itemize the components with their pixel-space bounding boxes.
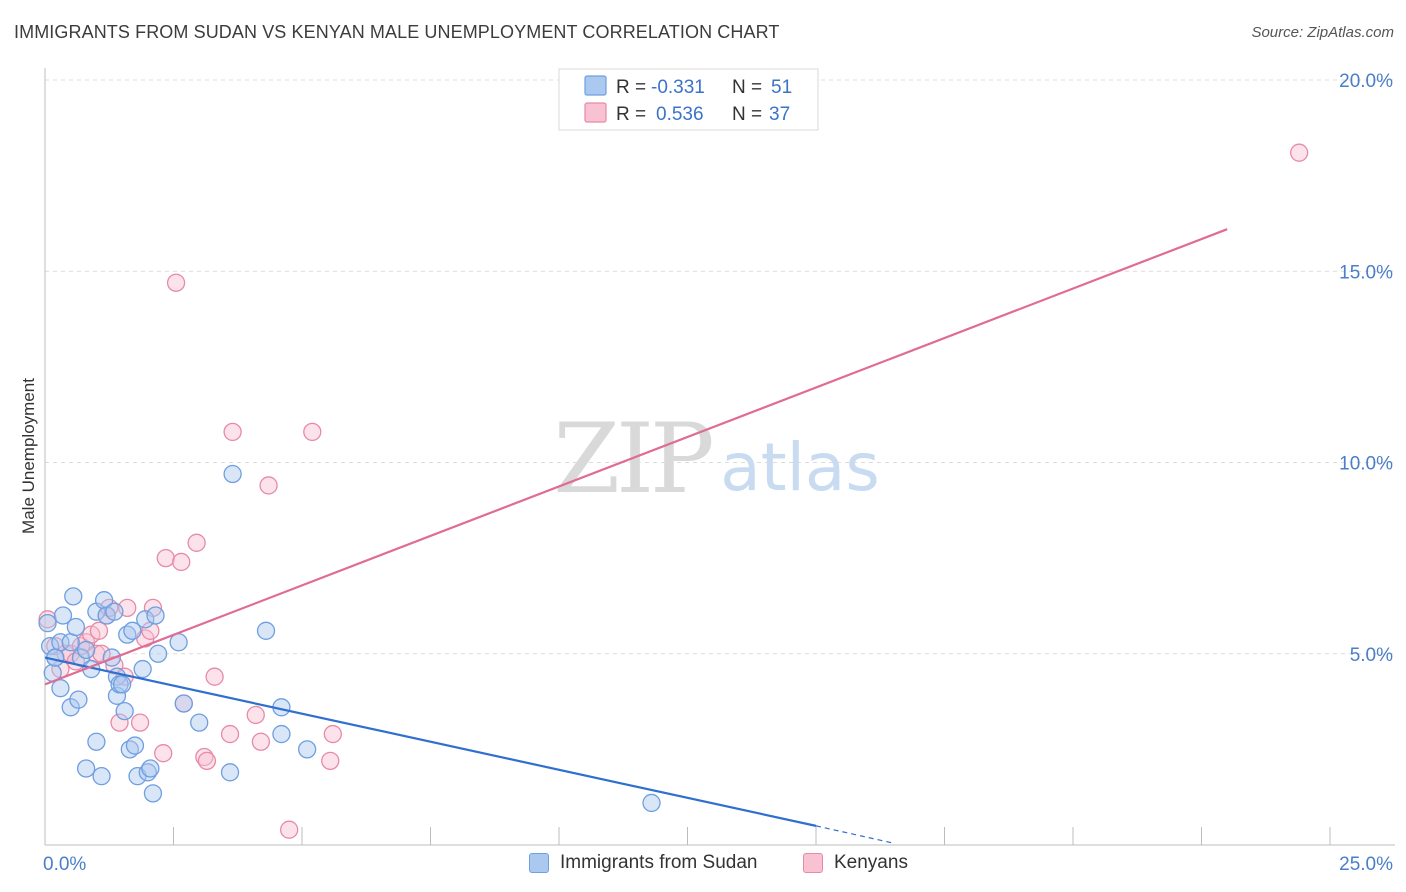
kenyans-point [251,732,271,751]
y-tick-labels: 5.0% 10.0% 15.0% 20.0% [1339,71,1393,666]
legend-r-label: R = [616,77,646,98]
x-tick-label: 25.0% [1339,854,1393,875]
sudan-point [64,587,83,606]
sudan-point [223,464,242,484]
sudan-point [76,759,96,778]
sudan-point [220,763,240,782]
kenyans-point [197,751,217,770]
sudan-point [123,621,142,640]
legend-r-value: -0.331 [651,77,705,98]
sudan-point [76,640,96,660]
sudan-point [53,606,73,625]
y-tick-label: 15.0% [1339,262,1393,283]
series-kenyans [38,143,1309,839]
sudan-point [141,759,160,778]
kenyans-point [323,724,342,744]
kenyans-point [246,705,265,725]
y-tick-label: 20.0% [1339,71,1393,92]
legend-swatch-kenyans [803,853,823,873]
sudan-point [40,636,60,656]
chart-title: IMMIGRANTS FROM SUDAN VS KENYAN MALE UNE… [14,22,780,42]
watermark-atlas: atlas [720,429,880,506]
legend-r-label: R = [616,104,646,125]
kenyans-point [220,724,240,744]
sudan-point [148,644,168,663]
legend-n-value: 37 [769,104,790,125]
legend-swatch-blue [584,75,607,96]
sudan-point [272,724,291,744]
legend-top: R = -0.331 N = 51 R = 0.536 N = 37 [558,68,819,131]
sudan-point [38,614,57,633]
legend-label-sudan: Immigrants from Sudan [560,852,758,873]
kenyans-point [1290,143,1309,162]
kenyans-point [154,744,173,763]
sudan-point [51,679,70,698]
sudan-point [136,610,155,629]
kenyans-point [187,533,206,552]
kenyans-point [156,548,175,568]
sudan-point [87,732,106,751]
sudan-trend-extension [815,825,894,844]
kenyans-point [172,552,191,572]
sudan-point [133,659,152,679]
legend-swatch-sudan [529,853,549,873]
sudan-point [190,713,209,732]
watermark: ZIP atlas [553,403,879,515]
sudan-point [297,740,317,759]
x-tick-label: 0.0% [43,854,86,875]
y-tick-label: 5.0% [1350,645,1393,666]
gridlines [45,79,1395,655]
sudan-point [61,633,80,652]
y-axis-label: Male Unemployment [19,378,38,534]
legend-label-kenyans: Kenyans [834,852,908,873]
kenyans-point [321,751,340,770]
axes [44,68,1395,846]
kenyans-point [110,713,129,732]
kenyans-point [89,621,109,640]
sudan-point [174,694,193,713]
x-tick-labels: 0.0% 25.0% [43,854,1393,875]
kenyans-point [205,667,224,686]
sudan-point [112,675,132,694]
kenyans-trend-line [44,228,1228,686]
trend-lines [44,228,1228,844]
sudan-point [115,701,134,721]
sudan-point [256,621,276,640]
sudan-point [61,698,80,717]
sudan-point [105,602,124,621]
sudan-point [143,784,163,803]
legend-n-label: N = [732,104,762,125]
legend-item-kenyans[interactable]: Kenyans [803,852,908,874]
kenyans-point [303,422,322,442]
watermark-zip: ZIP [553,403,712,515]
sudan-point [66,617,85,637]
kenyans-point [130,713,150,732]
legend-swatch-pink [584,102,607,123]
sudan-trend-line [44,656,817,827]
legend-n-label: N = [732,77,762,98]
sudan-point [107,686,127,705]
source-label: Source: ZipAtlas.com [1251,24,1394,41]
kenyans-point [223,422,242,442]
y-tick-label: 10.0% [1339,454,1393,475]
sudan-point [69,690,88,709]
kenyans-point [166,273,186,292]
sudan-point [94,591,114,610]
series-sudan [38,464,661,813]
legend-n-value: 51 [771,77,792,98]
sudan-point [125,736,145,755]
kenyans-point [279,820,299,839]
legend-bottom: Immigrants from Sudan Kenyans [0,852,1406,878]
legend-item-sudan[interactable]: Immigrants from Sudan [529,852,757,874]
sudan-point [642,793,661,813]
sudan-point [146,606,165,625]
sudan-point [92,767,111,786]
legend-r-value: 0.536 [656,104,704,125]
kenyans-point [259,476,278,495]
